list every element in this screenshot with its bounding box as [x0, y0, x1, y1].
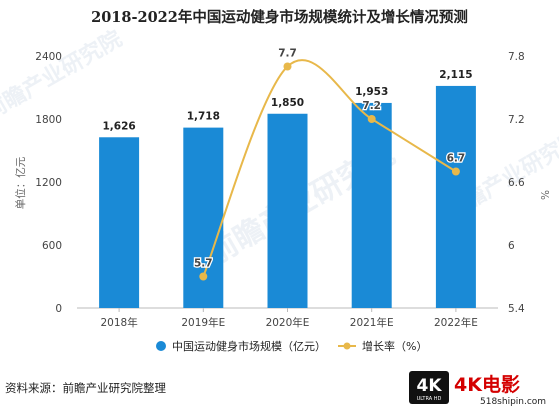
y-right-tick-label: 5.4	[508, 303, 525, 315]
chart-title: 2018-2022年中国运动健身市场规模统计及增长情况预测	[91, 8, 468, 26]
line-data-label: 6.7	[447, 153, 466, 165]
line-data-labels: 5.7 7.7 7.2 6.7	[193, 46, 467, 271]
logo: 4K ULTRA HD 4K电影 518shipin.com	[409, 371, 546, 407]
y-left-tick-label: 1200	[35, 177, 62, 189]
legend-bar-label: 中国运动健身市场规模（亿元）	[172, 339, 326, 353]
bar-data-label: 1,850	[271, 97, 304, 109]
logo-url: 518shipin.com	[480, 397, 546, 407]
watermark: 前瞻产业研究院	[0, 26, 126, 126]
bar	[267, 113, 308, 308]
logo-badge	[409, 371, 449, 404]
growth-line	[202, 59, 457, 277]
legend-line-label: 增长率（%）	[362, 339, 427, 353]
bar-data-label: 1,718	[187, 111, 220, 123]
line-point	[451, 167, 460, 176]
logo-badge-text: 4K	[416, 376, 442, 396]
line-point	[367, 115, 376, 123]
y-right-ticks: 5.4 6 6.6 7.2 7.8	[508, 51, 525, 315]
x-ticks: 2018年 2019年E 2020年E 2021年E 2022年E	[100, 308, 478, 329]
bar	[99, 137, 140, 308]
y-right-axis-label: %	[538, 190, 550, 200]
x-tick-label: 2021年E	[350, 316, 394, 329]
y-right-tick-label: 7.2	[508, 114, 525, 126]
bar-data-label: 1,953	[355, 86, 388, 98]
bar-data-label: 2,115	[439, 69, 472, 81]
x-tick-label: 2019年E	[181, 316, 225, 329]
line-data-label: 7.2	[362, 100, 381, 112]
line-point	[199, 272, 208, 281]
legend-line-dot	[343, 342, 351, 350]
y-left-tick-label: 600	[42, 240, 62, 252]
line-data-label: 7.7	[278, 48, 297, 60]
logo-badge-sub: ULTRA HD	[417, 396, 442, 402]
bar-data-label: 1,626	[102, 120, 135, 132]
logo-text: 4K电影	[454, 373, 520, 396]
line-point	[283, 62, 292, 71]
bar	[351, 102, 392, 308]
legend-bar-marker	[156, 341, 166, 351]
x-tick-label: 2018年	[100, 316, 137, 329]
source-note: 资料来源：前瞻产业研究院整理	[5, 381, 166, 395]
y-left-tick-label: 1800	[35, 114, 62, 126]
y-right-tick-label: 7.8	[508, 51, 525, 63]
line-series	[199, 59, 460, 281]
bar	[183, 127, 224, 308]
line-data-label: 5.7	[194, 258, 213, 270]
bar	[435, 85, 476, 308]
bar-data-labels: 1,626 1,718 1,850 1,953 2,115	[102, 69, 472, 132]
y-left-tick-label: 2400	[35, 51, 62, 63]
x-tick-label: 2020年E	[266, 316, 310, 329]
legend: 中国运动健身市场规模（亿元） 增长率（%）	[156, 339, 427, 353]
y-right-tick-label: 6	[508, 240, 515, 252]
x-tick-label: 2022年E	[434, 316, 478, 329]
y-right-tick-label: 6.6	[508, 177, 525, 189]
y-left-ticks: 0 600 1200 1800 2400	[35, 51, 62, 315]
y-left-tick-label: 0	[55, 303, 62, 315]
bar-series	[99, 85, 476, 308]
y-left-axis-label: 单位：亿元	[14, 156, 27, 209]
